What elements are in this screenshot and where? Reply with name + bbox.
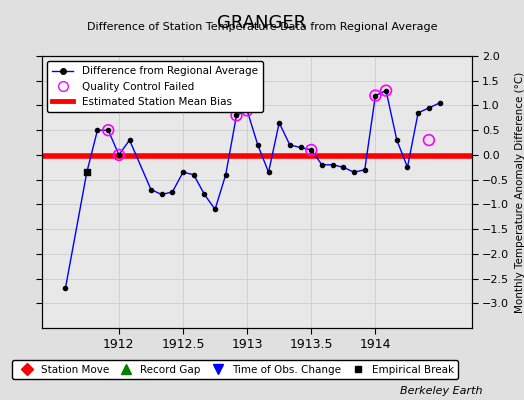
Point (83, 169, 91, 176)
Point (424, 137, 433, 143)
Text: Berkeley Earth: Berkeley Earth (400, 386, 482, 396)
Text: Difference of Station Temperature Data from Regional Average: Difference of Station Temperature Data f… (87, 22, 437, 32)
Point (371, 92, 379, 99)
Y-axis label: Monthly Temperature Anomaly Difference (°C): Monthly Temperature Anomaly Difference (… (515, 71, 524, 313)
Point (115, 152, 123, 158)
Point (307, 147, 315, 153)
Legend: Station Move, Record Gap, Time of Obs. Change, Empirical Break: Station Move, Record Gap, Time of Obs. C… (13, 360, 458, 379)
Point (104, 127, 113, 133)
Point (382, 88, 390, 94)
Text: GRANGER: GRANGER (217, 14, 307, 32)
Point (232, 112, 241, 118)
Point (243, 107, 252, 114)
